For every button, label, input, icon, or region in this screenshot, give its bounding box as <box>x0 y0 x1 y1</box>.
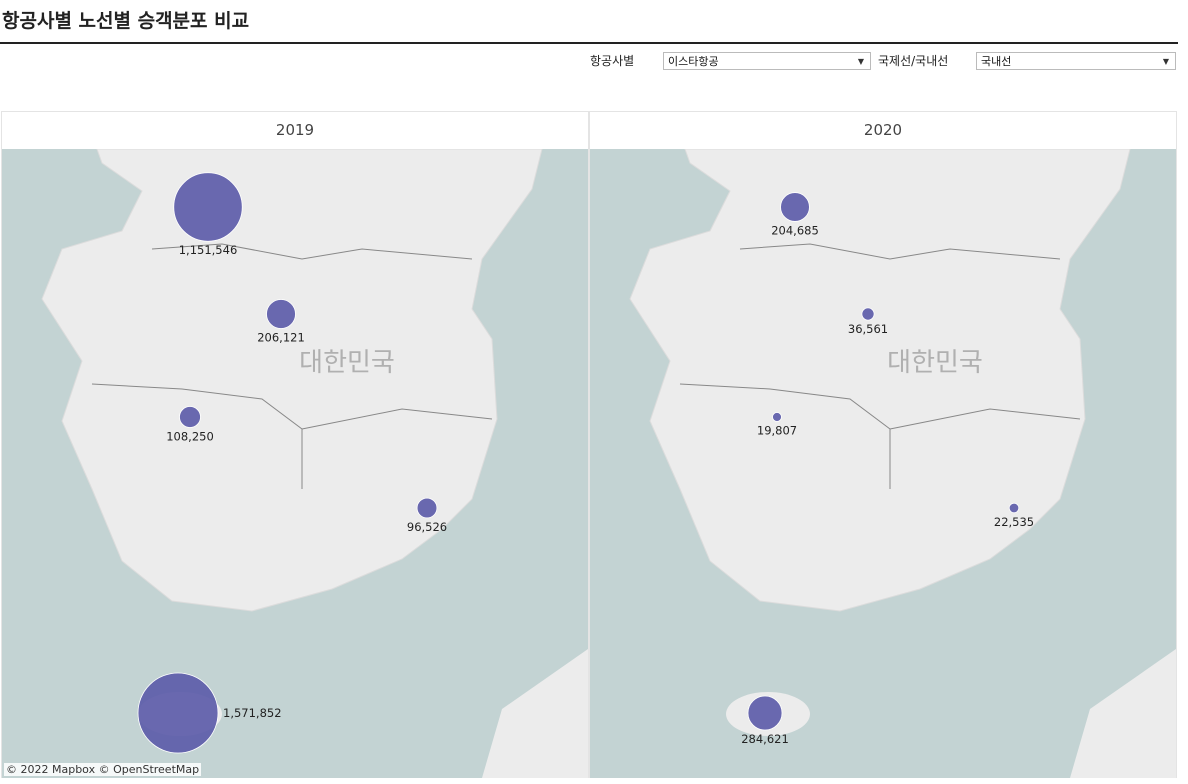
chevron-down-icon: ▼ <box>1162 57 1169 66</box>
province-border <box>889 408 1081 430</box>
panel-year-header: 2020 <box>590 112 1176 150</box>
passenger-count-label: 1,571,852 <box>223 706 282 720</box>
japan-landmass <box>482 649 588 778</box>
passenger-bubble[interactable] <box>747 695 783 731</box>
passenger-count-label: 22,535 <box>994 515 1034 529</box>
airline-filter-value: 이스타항공 <box>668 55 719 68</box>
country-label: 대한민국 <box>887 348 983 378</box>
passenger-count-label: 204,685 <box>771 223 819 237</box>
passenger-bubble[interactable] <box>772 412 782 422</box>
panel-year-header: 2019 <box>2 112 588 150</box>
map-panel-2019: 2019 대한민국 1,151,546 206,121 108,250 96,526 1,… <box>1 111 589 778</box>
chevron-down-icon: ▼ <box>857 57 864 66</box>
province-border <box>679 383 891 489</box>
passenger-bubble[interactable] <box>266 299 296 329</box>
page-title: 항공사별 노선별 승객분포 비교 <box>2 10 250 32</box>
title-divider <box>0 42 1178 44</box>
route-type-filter-dropdown[interactable]: 국내선 ▼ <box>976 52 1176 70</box>
airline-filter-label: 항공사별 <box>590 54 635 68</box>
passenger-count-label: 36,561 <box>848 322 888 336</box>
country-label: 대한민국 <box>299 348 395 378</box>
airline-filter-dropdown[interactable]: 이스타항공 ▼ <box>663 52 871 70</box>
passenger-count-label: 19,807 <box>757 423 797 437</box>
korea-landmass <box>629 149 1131 612</box>
passenger-bubble[interactable] <box>416 497 438 519</box>
passenger-bubble[interactable] <box>173 172 243 242</box>
province-border <box>739 243 1061 260</box>
province-border <box>91 383 303 489</box>
japan-landmass <box>1070 649 1176 778</box>
passenger-count-label: 96,526 <box>407 520 447 534</box>
bubble-map[interactable]: 대한민국 204,685 36,561 19,807 22,535 284,621 <box>590 149 1176 778</box>
passenger-count-label: 284,621 <box>741 732 789 746</box>
passenger-count-label: 206,121 <box>257 330 305 344</box>
passenger-bubble[interactable] <box>137 672 219 754</box>
passenger-count-label: 1,151,546 <box>179 243 238 257</box>
province-border <box>151 243 473 260</box>
passenger-count-label: 108,250 <box>166 429 214 443</box>
passenger-bubble[interactable] <box>179 406 201 428</box>
passenger-bubble[interactable] <box>1008 502 1020 514</box>
bubble-map[interactable]: 대한민국 1,151,546 206,121 108,250 96,526 1,571,8… <box>2 149 588 778</box>
province-border <box>301 408 493 430</box>
map-panel-2020: 2020 대한민국 204,685 36,561 19,807 22,535 284,62… <box>589 111 1177 778</box>
map-attribution[interactable]: © 2022 Mapbox © OpenStreetMap <box>4 763 202 776</box>
passenger-bubble[interactable] <box>780 192 810 222</box>
route-type-filter-label: 국제선/국내선 <box>878 54 949 68</box>
route-type-filter-value: 국내선 <box>981 55 1012 68</box>
korea-landmass <box>41 149 543 612</box>
passenger-bubble[interactable] <box>861 307 875 321</box>
